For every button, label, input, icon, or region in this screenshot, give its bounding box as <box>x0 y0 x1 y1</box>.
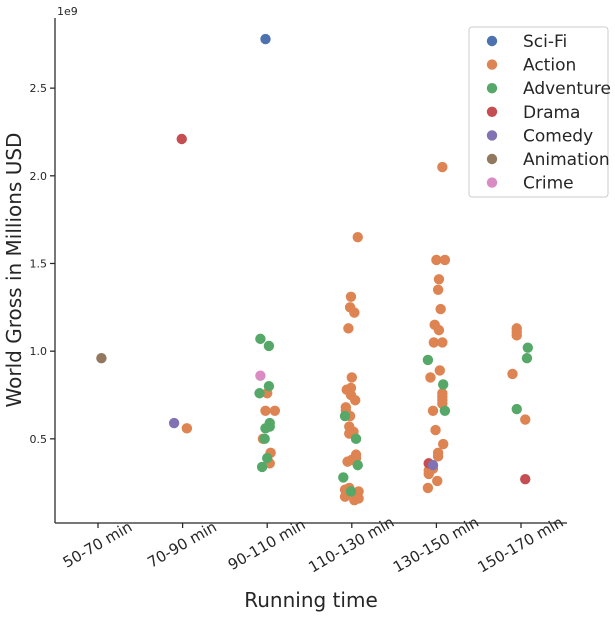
data-point <box>511 403 522 415</box>
data-point <box>437 161 448 173</box>
legend: Sci-Fi Action Adventure Drama Comedy Animatio… <box>468 26 611 198</box>
y-tick-label: 2.5 <box>30 82 48 95</box>
data-point <box>263 381 275 392</box>
data-point <box>342 456 353 467</box>
data-point <box>352 231 363 243</box>
legend-label: Action <box>523 56 576 76</box>
data-point <box>520 414 531 425</box>
data-point <box>425 372 436 383</box>
data-point <box>427 459 439 471</box>
data-point <box>435 303 446 315</box>
data-point <box>168 417 180 429</box>
y-tick-label: 1.5 <box>30 257 48 270</box>
legend-marker <box>486 59 498 70</box>
data-point <box>176 133 187 145</box>
data-point <box>350 395 361 406</box>
data-point <box>439 254 451 266</box>
data-point <box>256 461 268 473</box>
legend-label: Crime <box>523 174 574 194</box>
data-point <box>507 368 518 380</box>
data-point <box>262 452 273 464</box>
data-point <box>433 324 445 336</box>
data-point <box>432 451 444 462</box>
data-point <box>349 307 360 318</box>
data-point <box>346 372 357 383</box>
data-point <box>511 330 522 341</box>
data-point <box>255 370 266 381</box>
y-tick-label: 1.0 <box>30 345 48 358</box>
data-point <box>439 405 451 416</box>
data-point <box>339 410 351 422</box>
data-point <box>181 423 193 434</box>
data-point <box>520 473 531 485</box>
data-point <box>521 352 533 364</box>
data-points <box>96 33 533 506</box>
data-point <box>345 486 357 497</box>
data-point <box>96 352 107 364</box>
data-point <box>350 433 362 445</box>
data-point <box>338 472 349 483</box>
data-point <box>437 337 448 348</box>
y-ticks: 0.5 1.0 1.5 2.0 2.5 <box>30 82 55 446</box>
data-point <box>438 438 449 450</box>
data-point <box>263 340 275 352</box>
legend-marker <box>486 130 498 141</box>
data-point <box>522 342 533 353</box>
data-point <box>269 405 281 416</box>
data-point <box>430 424 441 436</box>
data-point <box>352 459 363 471</box>
data-point <box>434 365 445 376</box>
data-point <box>432 475 443 487</box>
legend-marker <box>486 177 498 188</box>
data-point <box>260 405 271 416</box>
data-point <box>422 482 434 494</box>
data-point <box>345 291 357 303</box>
data-point <box>432 284 444 295</box>
data-point <box>259 433 270 445</box>
data-point <box>349 495 360 506</box>
legend-marker <box>486 83 498 94</box>
data-point <box>431 254 442 266</box>
legend-marker <box>486 153 498 165</box>
x-axis-title: Running time <box>244 588 378 612</box>
y-axis-title: World Gross in Millions USD <box>2 133 26 408</box>
legend-label: Adventure <box>523 79 611 99</box>
data-point <box>438 379 449 390</box>
data-point <box>427 405 439 416</box>
legend-frame <box>468 26 609 198</box>
y-tick-label: 0.5 <box>30 433 48 446</box>
legend-marker <box>486 106 498 118</box>
y-offset-label: 1e9 <box>57 5 78 18</box>
legend-label: Sci-Fi <box>523 32 567 52</box>
data-point <box>260 423 271 434</box>
y-tick-label: 2.0 <box>30 170 48 183</box>
legend-label: Comedy <box>523 126 593 146</box>
data-point <box>433 274 445 285</box>
data-point <box>343 323 354 334</box>
data-point <box>255 333 266 345</box>
data-point <box>422 354 434 366</box>
legend-marker <box>486 35 498 47</box>
data-point <box>260 33 271 45</box>
legend-label: Animation <box>523 150 610 170</box>
data-point <box>428 337 440 348</box>
data-point <box>423 468 434 480</box>
data-point <box>254 388 265 399</box>
legend-label: Drama <box>523 103 580 123</box>
